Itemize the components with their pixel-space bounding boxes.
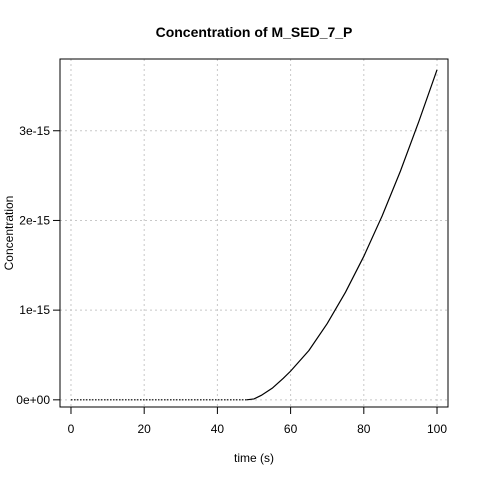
y-tick-label: 1e-15 xyxy=(19,303,50,317)
x-tick-label: 20 xyxy=(138,422,152,436)
x-tick-label: 0 xyxy=(68,422,75,436)
chart-title: Concentration of M_SED_7_P xyxy=(156,24,353,40)
x-tick-label: 100 xyxy=(427,422,447,436)
y-tick-label: 0e+00 xyxy=(16,393,50,407)
x-tick-label: 40 xyxy=(211,422,225,436)
x-axis-label: time (s) xyxy=(234,451,274,465)
y-tick-label: 3e-15 xyxy=(19,124,50,138)
y-axis-label: Concentration xyxy=(2,196,16,271)
y-tick-label: 2e-15 xyxy=(19,213,50,227)
x-tick-label: 60 xyxy=(284,422,298,436)
x-tick-label: 80 xyxy=(357,422,371,436)
